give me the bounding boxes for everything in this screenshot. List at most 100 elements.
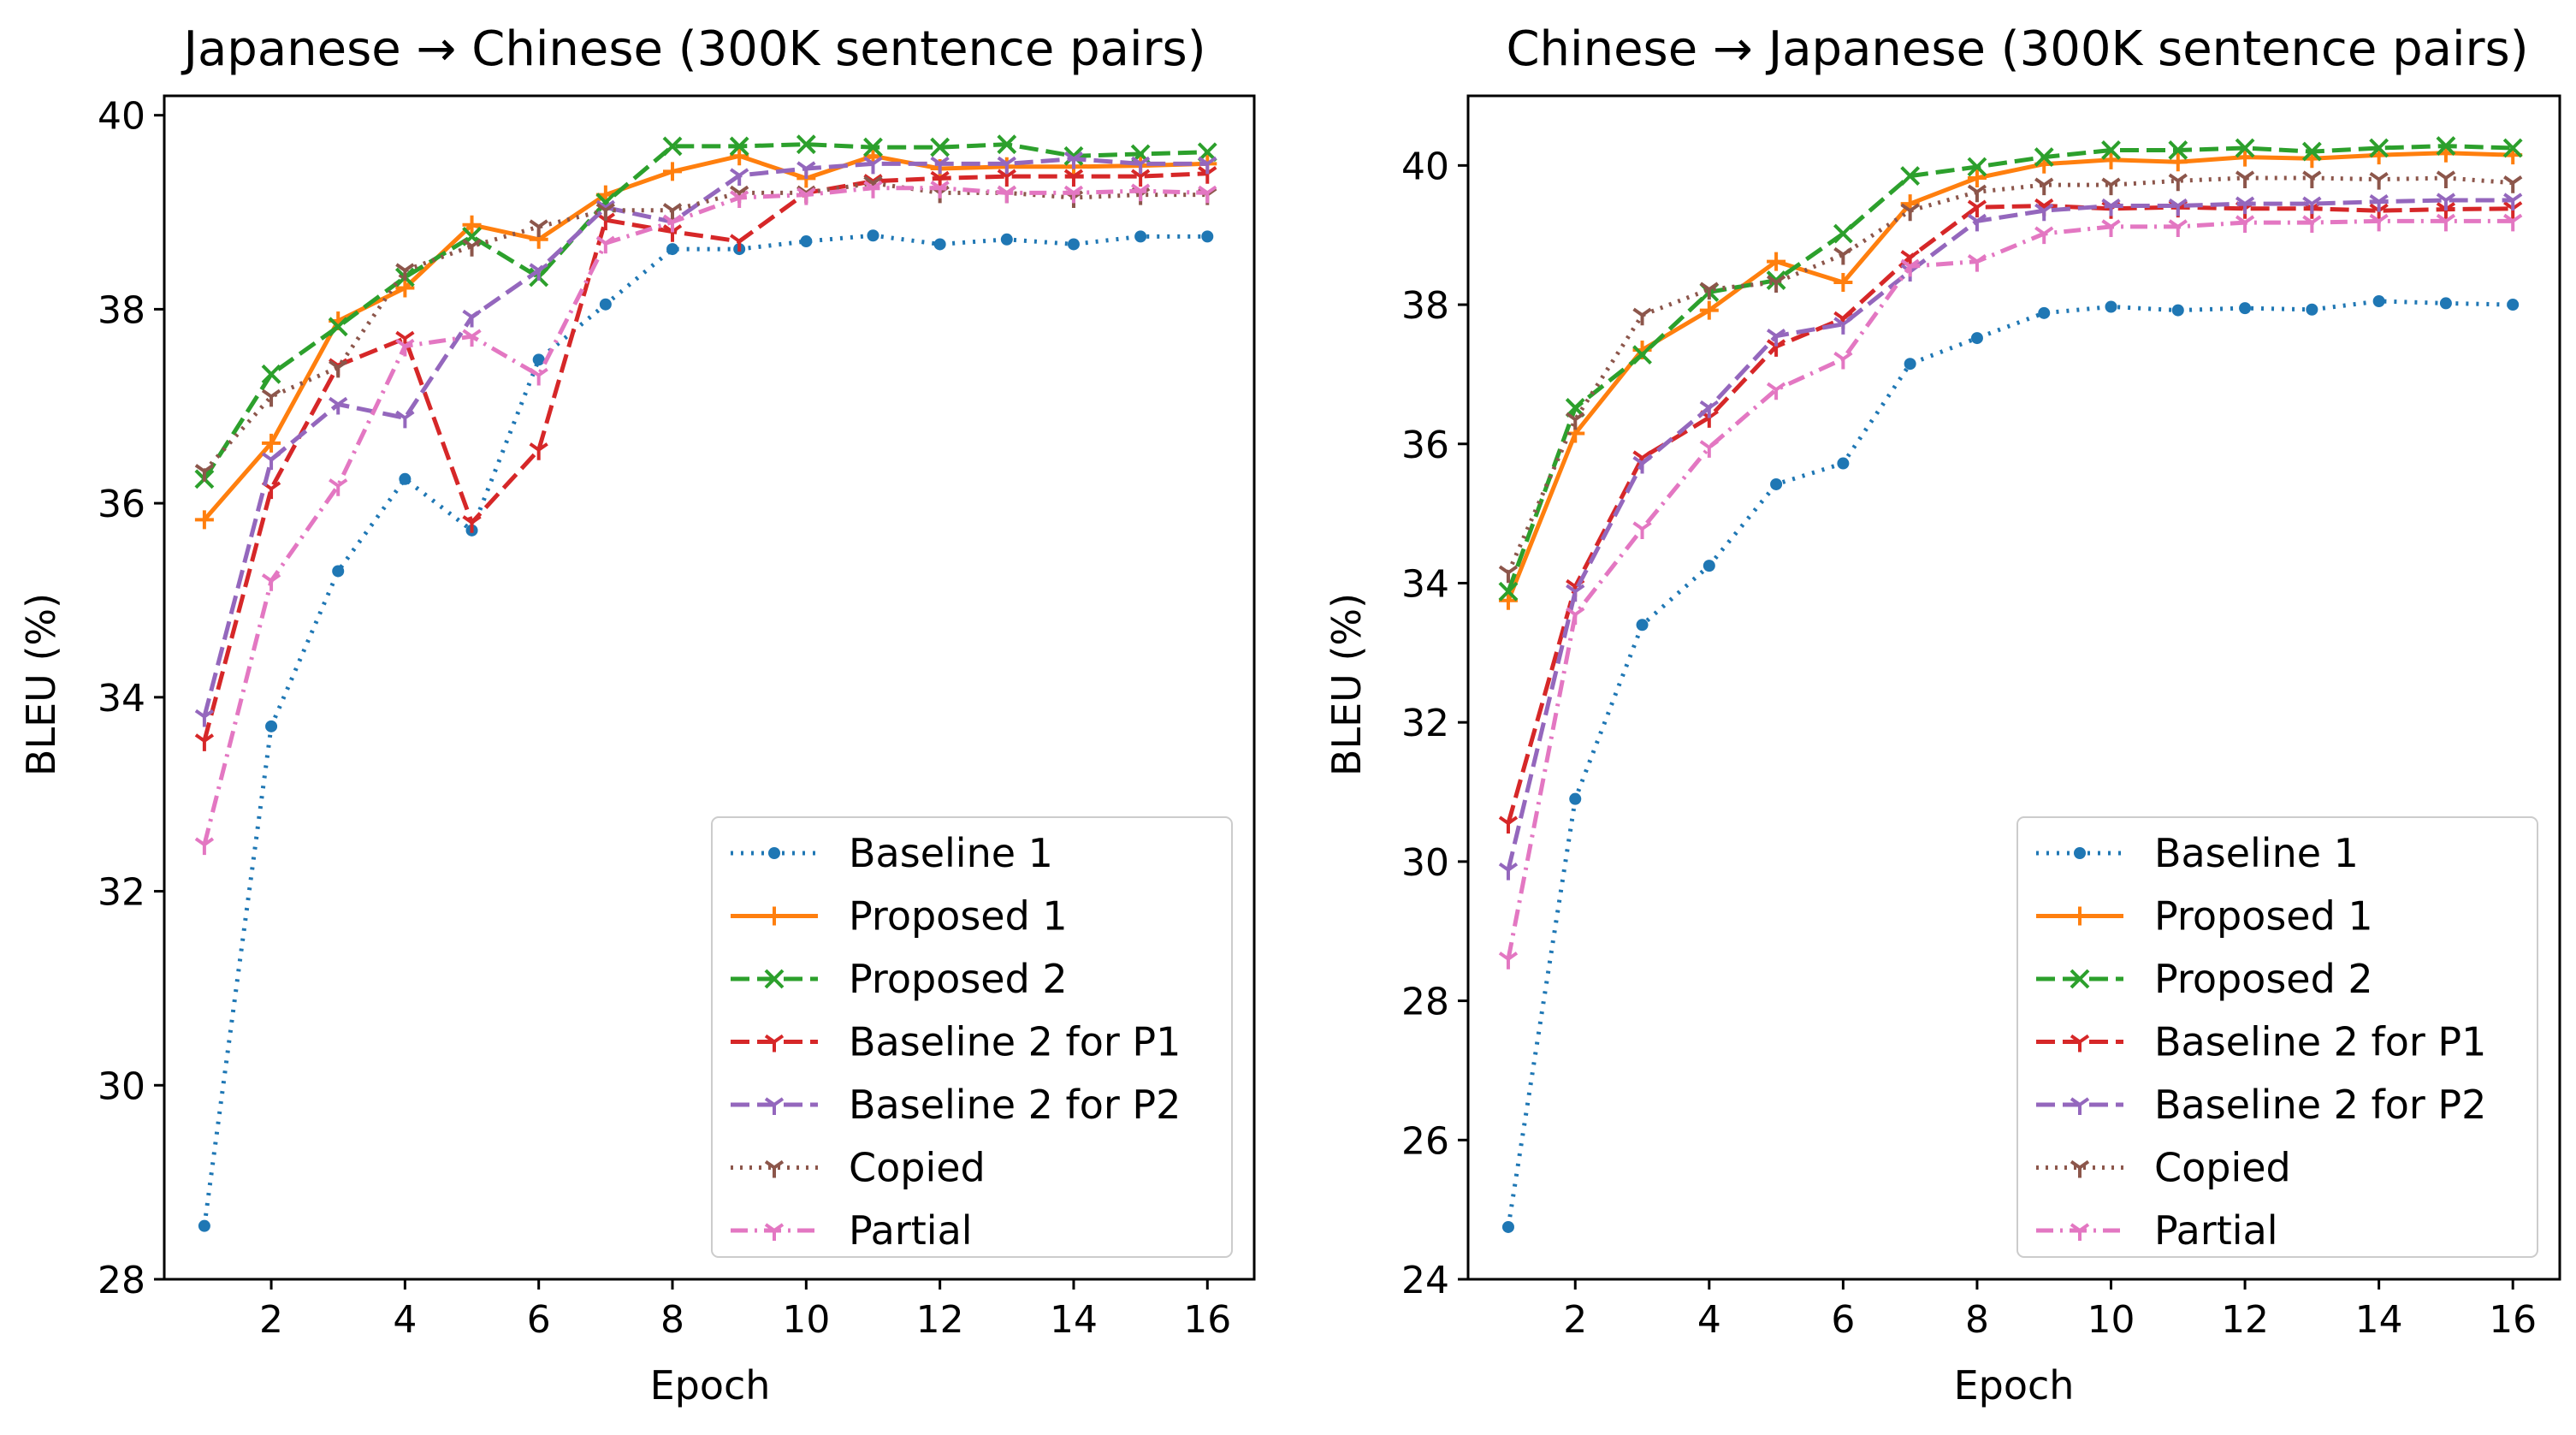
y-tick-label: 30	[1401, 841, 1449, 885]
data-point-baseline-2-for-p2	[1699, 400, 1719, 418]
data-point-baseline-2-for-p2	[2302, 196, 2322, 215]
data-point-copied	[529, 219, 548, 238]
y-tick-label: 38	[98, 288, 145, 332]
data-point-proposed-2	[2436, 136, 2456, 156]
data-point-partial	[662, 214, 683, 233]
y-tick-label: 28	[1401, 981, 1449, 1024]
data-point-proposed-1	[462, 215, 482, 234]
series-line-baseline-2-for-p2	[1506, 198, 2514, 871]
data-point-baseline-2-for-p1	[529, 442, 548, 460]
data-point-baseline-2-for-p1	[1967, 199, 1987, 218]
data-point-baseline-1	[1636, 619, 1649, 632]
data-point-proposed-1	[2235, 147, 2255, 167]
data-point-proposed-2	[261, 364, 281, 384]
y-tick-label: 40	[1401, 145, 1449, 188]
legend-marker	[2070, 906, 2089, 926]
legend-item-partial: Partial	[2036, 1207, 2278, 1254]
legend-marker	[764, 1034, 785, 1053]
legend-marker	[2070, 1159, 2090, 1178]
data-point-baseline-2-for-p2	[1063, 151, 1084, 169]
legend-item-proposed-1: Proposed 1	[731, 893, 1068, 940]
data-point-partial	[395, 338, 415, 357]
data-point-baseline-1	[1134, 230, 1147, 243]
data-point-partial	[1566, 607, 1585, 626]
data-point-copied	[595, 203, 615, 221]
legend-item-baseline-1: Baseline 1	[731, 830, 1053, 876]
data-point-baseline-2-for-p2	[2235, 196, 2255, 215]
data-point-proposed-2	[2034, 147, 2054, 168]
x-tick-label: 12	[2221, 1298, 2269, 1342]
data-point-proposed-1	[2168, 152, 2188, 172]
data-point-proposed-2	[1498, 581, 1519, 602]
data-point-proposed-2	[2502, 138, 2523, 158]
legend-marker	[764, 1223, 785, 1241]
data-point-baseline-2-for-p2	[1833, 317, 1853, 335]
legend-label: Copied	[2154, 1145, 2291, 1191]
data-point-baseline-2-for-p2	[1967, 213, 1987, 232]
data-point-proposed-1	[262, 433, 281, 453]
data-point-baseline-2-for-p2	[2369, 194, 2389, 212]
series-line-partial	[202, 186, 1208, 845]
legend-marker	[2070, 1223, 2090, 1241]
data-point-baseline-1	[2507, 299, 2520, 311]
chart-japanese-to-chinese: Japanese → Chinese (300K sentence pairs)…	[18, 21, 1256, 1408]
x-tick-label: 4	[393, 1298, 417, 1342]
data-point-baseline-2-for-p1	[194, 733, 215, 751]
data-point-proposed-1	[194, 510, 214, 530]
data-point-partial	[930, 181, 950, 199]
data-point-copied	[1566, 412, 1585, 430]
x-tick-label: 10	[2087, 1298, 2135, 1342]
legend-label: Partial	[2154, 1207, 2278, 1254]
legend-marker	[768, 847, 780, 859]
data-point-partial	[2235, 215, 2255, 234]
data-point-partial	[2436, 213, 2456, 232]
series-line-baseline-1	[1506, 299, 2514, 1228]
data-point-baseline-1	[2372, 294, 2385, 307]
data-point-baseline-1	[1904, 358, 1916, 371]
data-point-copied	[261, 388, 281, 407]
data-point-baseline-2-for-p1	[1498, 815, 1519, 834]
data-point-proposed-2	[328, 317, 348, 337]
data-point-baseline-1	[666, 243, 679, 256]
x-tick-label: 6	[1831, 1298, 1855, 1342]
data-point-proposed-1	[1767, 252, 1786, 271]
data-point-proposed-1	[1967, 168, 1987, 187]
x-tick-label: 4	[1697, 1298, 1721, 1342]
data-point-baseline-2-for-p2	[1198, 156, 1217, 175]
data-point-baseline-2-for-p2	[529, 263, 548, 282]
y-tick-label: 40	[98, 95, 145, 139]
series-line-baseline-1	[202, 233, 1208, 1227]
legend-marker	[2070, 1097, 2090, 1115]
y-tick-label: 32	[98, 871, 145, 915]
legend-item-baseline-2-for-p2: Baseline 2 for P2	[731, 1082, 1181, 1128]
y-tick-label: 34	[98, 677, 145, 720]
data-point-partial	[730, 190, 749, 209]
data-point-partial	[194, 837, 215, 856]
legend-marker	[764, 969, 785, 989]
data-point-copied	[662, 203, 683, 221]
data-point-baseline-2-for-p2	[2503, 193, 2523, 211]
data-point-baseline-1	[2239, 302, 2252, 315]
x-tick-label: 8	[660, 1298, 684, 1342]
data-point-proposed-2	[796, 134, 816, 155]
y-tick-label: 26	[1401, 1119, 1449, 1163]
data-point-proposed-2	[729, 136, 749, 157]
legend-label: Copied	[849, 1145, 986, 1191]
data-point-proposed-2	[2369, 138, 2389, 158]
data-point-baseline-2-for-p2	[462, 309, 482, 328]
data-point-partial	[2034, 226, 2054, 245]
data-point-partial	[2101, 219, 2121, 237]
legend-label: Baseline 1	[849, 830, 1053, 876]
data-point-baseline-1	[265, 720, 278, 732]
series-line-baseline-2-for-p1	[202, 171, 1208, 742]
plot-frame	[1466, 94, 2561, 1281]
series-line-copied	[203, 181, 1208, 473]
data-point-copied	[2369, 171, 2389, 190]
legend-item-proposed-2: Proposed 2	[2036, 956, 2373, 1002]
data-point-baseline-2-for-p1	[730, 234, 749, 252]
data-point-baseline-1	[1201, 230, 1214, 243]
data-point-baseline-1	[1970, 332, 1983, 345]
x-axis-label: Epoch	[1954, 1362, 2075, 1408]
data-point-baseline-1	[933, 238, 946, 251]
data-point-proposed-2	[2235, 138, 2255, 158]
